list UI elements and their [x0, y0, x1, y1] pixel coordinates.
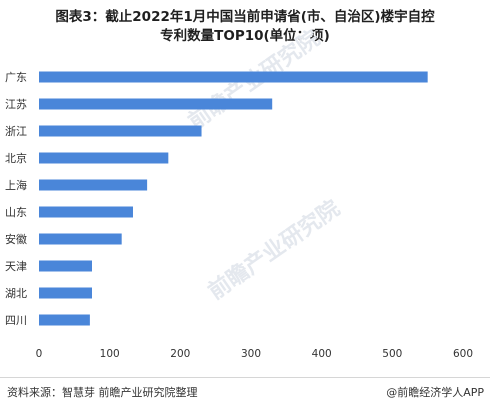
category-label-10: 四川 [5, 314, 27, 327]
x-tick-label-3: 200 [170, 348, 190, 360]
x-tick-label-7: 600 [453, 348, 473, 360]
x-tick-label-5: 400 [312, 348, 332, 360]
bar-10 [39, 314, 90, 326]
bar-6 [39, 206, 133, 218]
bar-3 [39, 125, 202, 137]
x-axis-ticks-layer: 0 100 200 300 400 500 600 [36, 348, 473, 360]
chart-title-line-2: 专利数量TOP10(单位：项) [160, 28, 330, 44]
bar-9 [39, 287, 92, 299]
category-label-8: 天津 [5, 260, 27, 273]
category-label-9: 湖北 [5, 287, 27, 300]
source-note: 资料来源：智慧芽 前瞻产业研究院整理 [7, 386, 198, 399]
bar-5 [39, 179, 148, 191]
x-tick-label-2: 100 [100, 348, 120, 360]
bar-1 [39, 71, 428, 83]
footer: 资料来源：智慧芽 前瞻产业研究院整理 @前瞻经济学人APP [0, 383, 490, 403]
bars-layer [39, 71, 428, 326]
category-label-6: 山东 [5, 206, 27, 219]
brand-credit: @前瞻经济学人APP [386, 386, 484, 399]
chart-title-line-1: 图表3：截止2022年1月中国当前申请省(市、自治区)楼宇自控 [55, 9, 435, 25]
bar-7 [39, 233, 122, 245]
bar-2 [39, 98, 273, 110]
category-label-2: 江苏 [5, 98, 27, 111]
x-tick-label-1: 0 [36, 348, 43, 360]
watermark-text-2: 前瞻产业研究院 [204, 195, 345, 305]
bar-8 [39, 260, 92, 272]
category-label-3: 浙江 [5, 125, 27, 138]
category-label-7: 安徽 [5, 232, 27, 246]
x-tick-label-6: 500 [382, 348, 402, 360]
category-label-5: 上海 [5, 178, 27, 192]
x-tick-label-4: 300 [241, 348, 261, 360]
bar-4 [39, 152, 169, 164]
watermark-layer: 前瞻产业研究院 前瞻产业研究院 [184, 25, 345, 305]
category-label-1: 广东 [5, 71, 27, 84]
chart-title: 图表3：截止2022年1月中国当前申请省(市、自治区)楼宇自控 专利数量TOP1… [0, 8, 490, 46]
category-label-4: 北京 [5, 151, 27, 165]
footer-divider [0, 377, 490, 378]
